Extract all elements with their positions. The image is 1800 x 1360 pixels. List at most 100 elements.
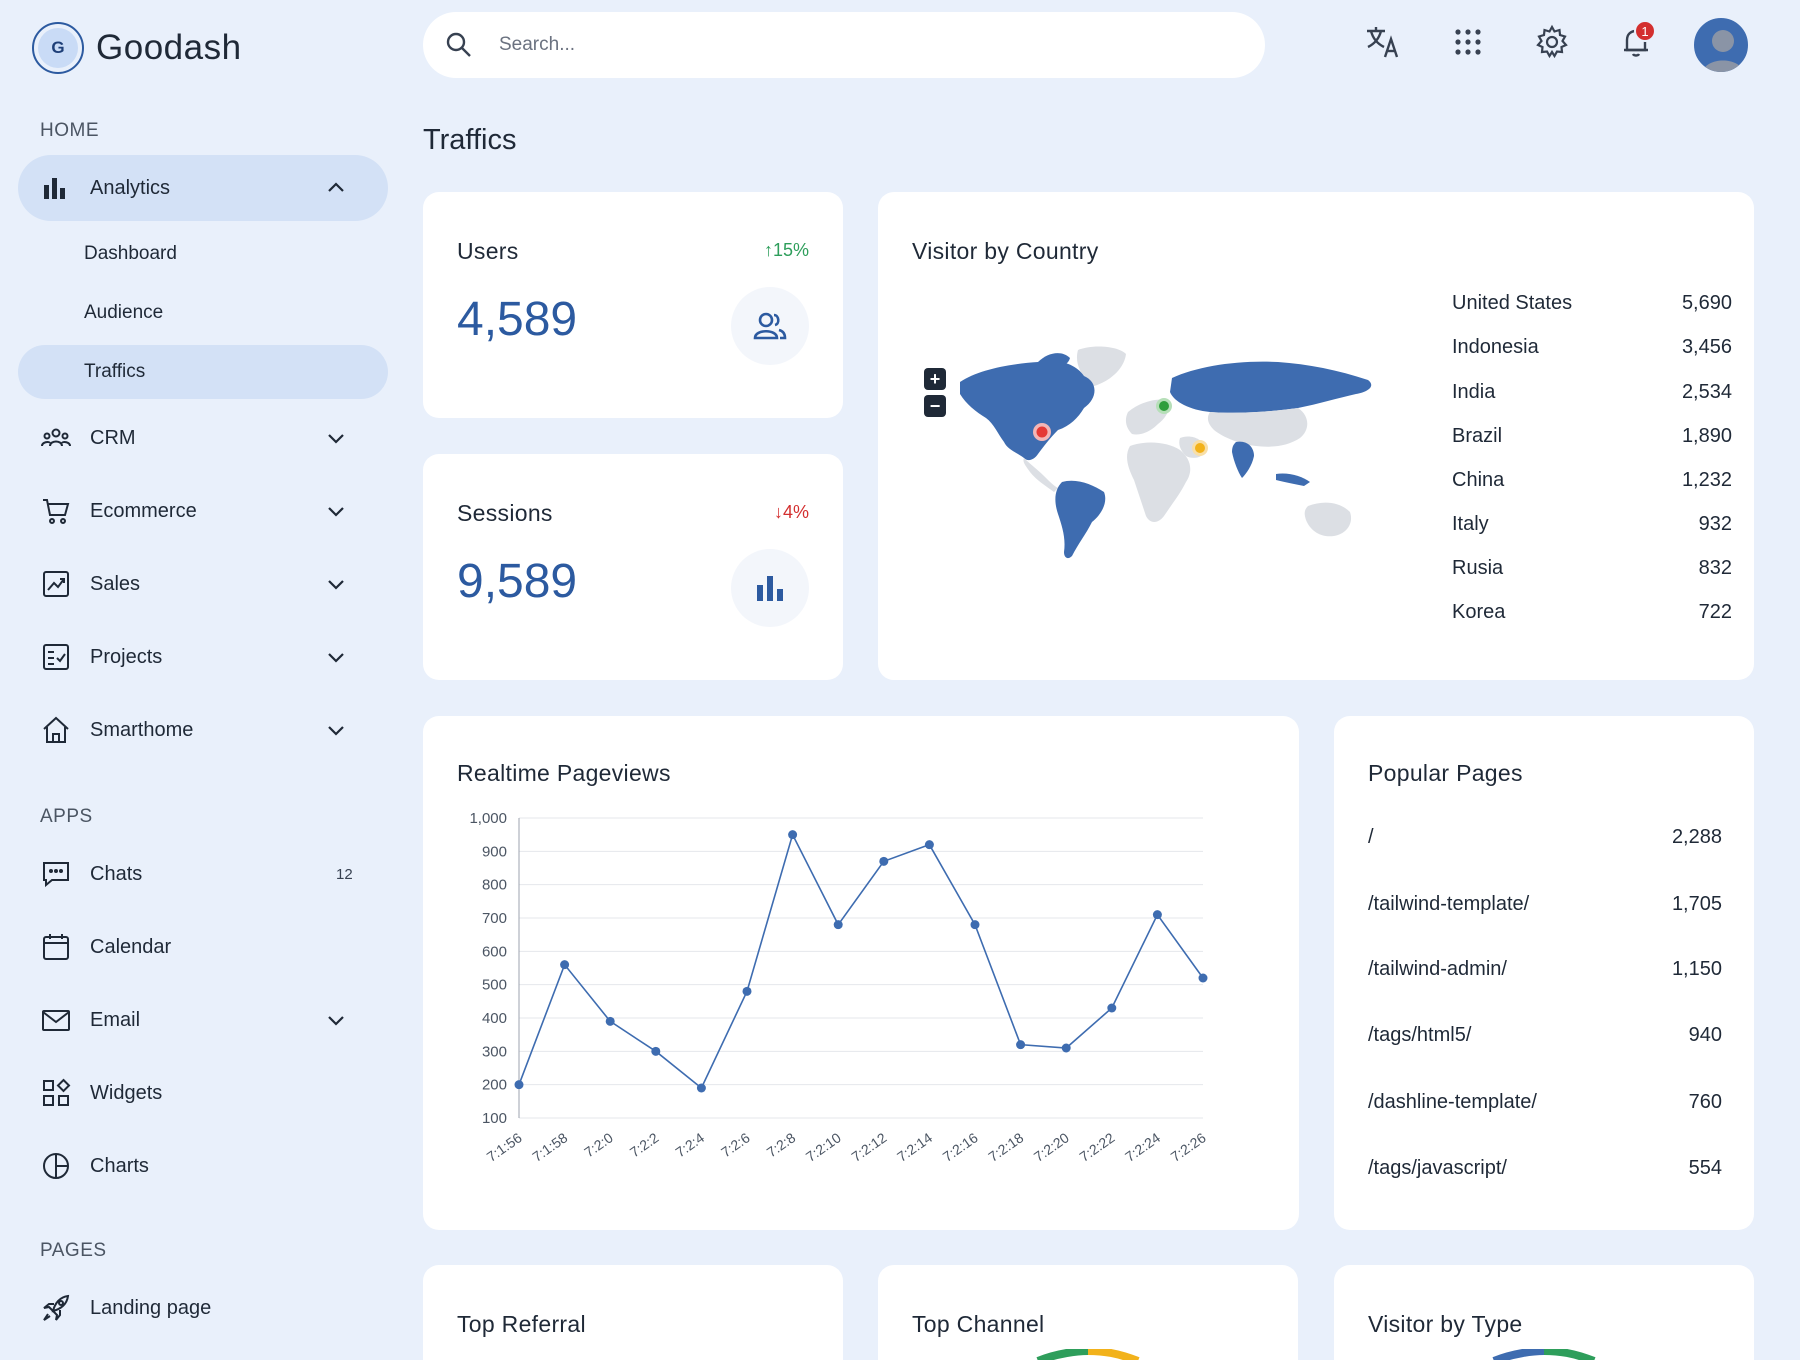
bar-chart-icon — [731, 549, 809, 627]
page-views: 1,705 — [1671, 893, 1722, 915]
y-tick-label: 400 — [482, 1010, 507, 1027]
sidebar-subitem-audience[interactable]: Audience — [18, 286, 388, 340]
sidebar-subitem-traffics[interactable]: Traffics — [18, 345, 388, 399]
stat-change-up: ↑15% — [764, 240, 809, 261]
x-tick-label: 7:1:56 — [484, 1129, 525, 1165]
card-title: Top Channel — [912, 1311, 1045, 1337]
map-region-india — [1232, 441, 1254, 478]
sidebar-item-smarthome[interactable]: Smarthome — [18, 697, 388, 763]
sidebar-item-projects[interactable]: Projects — [18, 624, 388, 690]
country-name: Italy — [1452, 513, 1489, 535]
sidebar-item-crm[interactable]: CRM — [18, 405, 388, 471]
popular-pages-card: Popular Pages / 2,288 /tailwind-template… — [1334, 716, 1754, 1230]
y-tick-label: 200 — [482, 1077, 507, 1094]
section-label-pages: PAGES — [40, 1240, 107, 1261]
sidebar-item-label: Smarthome — [90, 718, 194, 741]
chat-icon — [40, 858, 72, 890]
country-row: India 2,534 — [1452, 381, 1732, 409]
country-name: Rusia — [1452, 557, 1504, 579]
sidebar-item-chats[interactable]: Chats 12 — [18, 841, 388, 907]
y-tick-label: 100 — [482, 1110, 507, 1127]
data-point — [560, 960, 570, 970]
sidebar-subitem-dashboard[interactable]: Dashboard — [18, 227, 388, 281]
country-value: 3,456 — [1681, 336, 1732, 358]
sidebar-item-ecommerce[interactable]: Ecommerce — [18, 478, 388, 544]
sessions-stat-card: Sessions ↓4% 9,589 — [423, 454, 843, 680]
card-title: Popular Pages — [1368, 760, 1523, 786]
page-views: 760 — [1688, 1091, 1722, 1113]
search-bar[interactable] — [423, 12, 1265, 78]
stat-title: Users — [457, 238, 519, 264]
search-input[interactable] — [499, 30, 1099, 60]
sidebar-item-widgets[interactable]: Widgets — [18, 1060, 388, 1126]
popular-page-row[interactable]: / 2,288 — [1368, 826, 1722, 856]
sidebar-item-analytics[interactable]: Analytics — [18, 155, 388, 221]
user-silhouette-icon — [1702, 30, 1744, 72]
map-region-central-america — [1023, 458, 1058, 492]
map-zoom-in-button[interactable]: + — [924, 368, 946, 390]
brand[interactable]: G Goodash — [32, 22, 242, 74]
world-map[interactable] — [958, 342, 1398, 562]
sidebar-item-label: Widgets — [90, 1081, 163, 1104]
realtime-pageviews-card: Realtime Pageviews 1,000 900 800 700 600 500 4… — [423, 716, 1299, 1230]
y-tick-label: 900 — [482, 843, 507, 860]
card-title: Realtime Pageviews — [457, 760, 671, 786]
page-views: 554 — [1688, 1157, 1722, 1179]
translate-icon — [1363, 22, 1403, 67]
map-zoom-out-button[interactable]: − — [924, 395, 946, 417]
y-tick-label: 600 — [482, 943, 507, 960]
translate-button[interactable] — [1361, 22, 1405, 66]
country-name: United States — [1452, 292, 1573, 314]
map-region-north-america — [960, 360, 1095, 461]
chevron-down-icon — [324, 718, 348, 742]
country-value: 2,534 — [1681, 381, 1732, 403]
series-line — [518, 832, 1204, 1090]
sidebar-item-landing-page[interactable]: Landing page — [18, 1275, 388, 1341]
stat-change-value: 15% — [772, 240, 809, 260]
page-path: /tags/javascript/ — [1368, 1157, 1507, 1179]
page-views: 1,150 — [1671, 958, 1722, 980]
x-tick-label: 7:2:18 — [985, 1129, 1026, 1165]
page-path: / — [1368, 826, 1374, 848]
avatar[interactable] — [1692, 16, 1750, 74]
brand-logo-letter: G — [38, 28, 78, 68]
data-point — [742, 986, 752, 996]
data-point — [788, 830, 798, 840]
sidebar-item-calendar[interactable]: Calendar — [18, 914, 388, 980]
popular-page-row[interactable]: /tailwind-template/ 1,705 — [1368, 893, 1722, 923]
x-tick-label: 7:2:10 — [803, 1129, 844, 1165]
country-row: Indonesia 3,456 — [1452, 336, 1732, 364]
data-point — [970, 920, 980, 930]
popular-page-row[interactable]: /dashline-template/ 760 — [1368, 1091, 1722, 1121]
notifications-button[interactable]: 1 — [1614, 20, 1658, 66]
brand-name: Goodash — [96, 28, 242, 67]
country-row: Rusia 832 — [1452, 557, 1732, 585]
apps-grid-button[interactable] — [1446, 22, 1490, 66]
notification-count-badge: 1 — [1634, 20, 1656, 42]
data-point — [833, 920, 843, 930]
sidebar-item-charts[interactable]: Charts — [18, 1133, 388, 1199]
calendar-icon — [40, 931, 72, 963]
sidebar-subitem-label: Audience — [84, 302, 164, 323]
sidebar-item-label: CRM — [90, 426, 136, 449]
sidebar-item-sales[interactable]: Sales — [18, 551, 388, 617]
card-title: Visitor by Country — [912, 238, 1099, 264]
sidebar-item-label: Chats — [90, 862, 143, 885]
grid-icon — [1452, 26, 1484, 63]
rocket-icon — [40, 1292, 72, 1324]
settings-button[interactable] — [1530, 22, 1574, 66]
x-tick-label: 7:2:2 — [627, 1129, 662, 1160]
y-tick-label: 800 — [482, 877, 507, 894]
sidebar-item-email[interactable]: Email — [18, 987, 388, 1053]
popular-page-row[interactable]: /tags/html5/ 940 — [1368, 1024, 1722, 1054]
country-value: 1,232 — [1681, 469, 1732, 491]
stat-title: Sessions — [457, 500, 553, 526]
page-views: 940 — [1688, 1024, 1722, 1046]
popular-page-row[interactable]: /tailwind-admin/ 1,150 — [1368, 958, 1722, 988]
page-views: 2,288 — [1671, 826, 1722, 848]
people-group-icon — [40, 422, 72, 454]
popular-page-row[interactable]: /tags/javascript/ 554 — [1368, 1157, 1722, 1187]
country-name: Indonesia — [1452, 336, 1539, 358]
data-point — [1061, 1043, 1071, 1053]
